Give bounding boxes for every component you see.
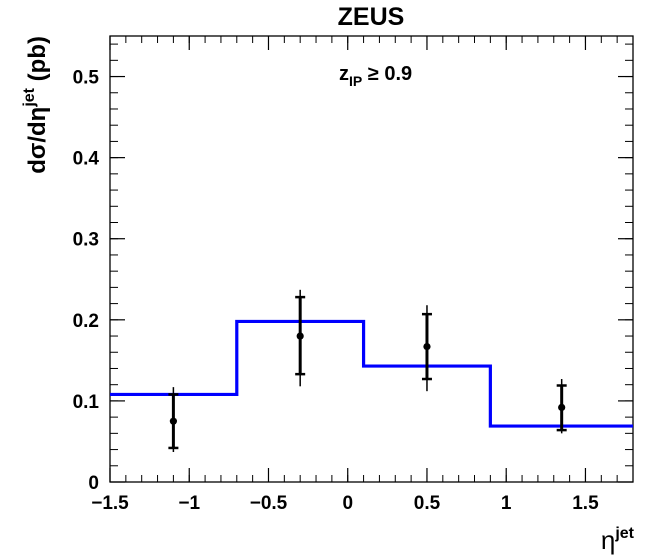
x-tick-label: 1.5 bbox=[572, 493, 599, 514]
x-tick-label: 1 bbox=[501, 493, 512, 514]
x-tick-labels: −1.5 −1 −0.5 0 0.5 1 1.5 bbox=[91, 493, 599, 514]
histogram-series bbox=[110, 319, 633, 428]
data-point-group bbox=[421, 305, 432, 392]
y-tick-labels: 0 0.1 0.2 0.3 0.4 0.5 bbox=[73, 68, 100, 494]
data-point-group bbox=[168, 387, 179, 452]
y-tick-label: 0.3 bbox=[73, 230, 99, 251]
data-point bbox=[169, 417, 177, 425]
data-point-group bbox=[295, 289, 306, 387]
plot-frame bbox=[109, 35, 634, 483]
data-point bbox=[423, 342, 431, 351]
x-tick-label: −0.5 bbox=[250, 493, 288, 514]
y-tick-label: 0.4 bbox=[73, 149, 100, 170]
y-tick-label: 0.2 bbox=[73, 311, 99, 332]
x-tick-label: −1 bbox=[178, 493, 200, 514]
histogram-step-line bbox=[110, 319, 633, 428]
x-tick-label: −1.5 bbox=[91, 493, 129, 514]
x-tick-label: 0.5 bbox=[414, 493, 441, 514]
x-tick-label: 0 bbox=[342, 493, 353, 514]
cut-annotation: zIP ≥ 0.9 bbox=[339, 63, 412, 89]
x-axis-label: ηjet bbox=[601, 525, 635, 555]
y-tick-label: 0.5 bbox=[73, 68, 100, 89]
data-point bbox=[296, 332, 304, 340]
y-axis-label: dσ/dηjet (pb) bbox=[21, 36, 51, 174]
data-point-group bbox=[556, 379, 567, 434]
axis-ticks bbox=[109, 36, 634, 483]
y-tick-label: 0 bbox=[88, 473, 99, 494]
data-points-series bbox=[168, 289, 567, 452]
chart-title: ZEUS bbox=[338, 3, 405, 31]
data-point bbox=[558, 403, 566, 411]
y-tick-label: 0.1 bbox=[73, 392, 100, 413]
